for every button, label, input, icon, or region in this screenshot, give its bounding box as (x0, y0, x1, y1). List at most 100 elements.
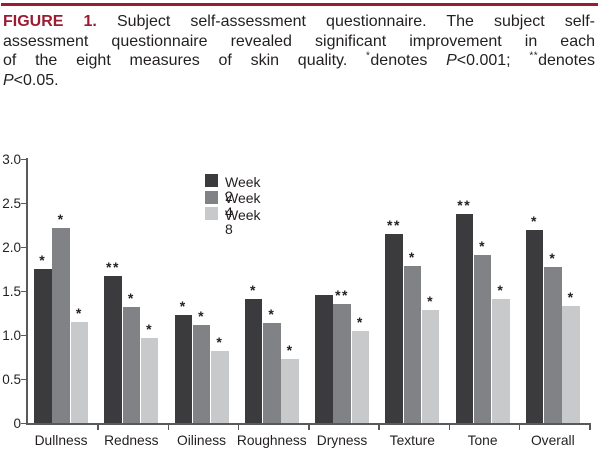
legend-label-week-2: Week 2 (225, 173, 261, 204)
significance-marker-week-8-redness: * (146, 320, 154, 337)
bar-week-4-overall (544, 267, 562, 423)
bar-week-2-dryness (315, 295, 333, 423)
y-tick (21, 246, 27, 249)
significance-marker-week-8-texture: * (427, 293, 435, 310)
x-category-label-roughness: Roughness (236, 433, 307, 448)
bar-week-2-texture (385, 233, 403, 423)
x-category-label-texture: Texture (389, 433, 435, 448)
y-tick (21, 290, 27, 293)
x-tick (378, 425, 380, 430)
caption-line-2: assessment questionnaire revealed signif… (3, 32, 595, 52)
x-tick (589, 425, 591, 430)
significance-marker-week-8-overall: * (567, 288, 575, 305)
y-tick-label: 1.5 (2, 283, 21, 299)
significance-marker-week-8-tone: * (497, 281, 505, 298)
significance-marker-week-4-redness: * (127, 289, 135, 306)
caption-text: P (3, 71, 14, 89)
significance-marker-week-4-oiliness: * (198, 308, 206, 325)
top-rule (1, 3, 598, 6)
y-tick-label: 1.0 (2, 327, 21, 343)
bar-week-4-tone (473, 254, 492, 423)
caption-text: assessment questionnaire revealed signif… (3, 32, 595, 50)
bar-week-4-dullness (52, 227, 70, 423)
caption-text: of the eight measures of skin quality. (3, 52, 367, 69)
bar-week-2-oiliness (174, 314, 192, 423)
significance-marker-week-4-texture: * (408, 249, 416, 266)
caption-text: Subject self-assessment questionnaire. T… (96, 13, 596, 30)
bar-week-4-texture (403, 266, 422, 423)
bar-week-8-roughness (281, 358, 299, 423)
bar-week-4-dryness (333, 304, 351, 423)
bar-week-8-texture (421, 310, 440, 423)
y-tick-label: 0 (13, 415, 21, 431)
significance-marker-week-8-dryness: * (356, 313, 364, 330)
significance-marker-week-4-overall: * (549, 250, 557, 267)
significance-marker-week-2-roughness: * (250, 281, 257, 298)
x-tick (448, 425, 451, 430)
bar-week-8-redness (140, 337, 159, 423)
x-tick (308, 425, 310, 430)
bar-week-8-oiliness (211, 350, 229, 423)
y-axis-line (26, 158, 28, 425)
significance-marker-week-8-dullness: * (75, 304, 83, 321)
significance-marker-week-4-roughness: * (268, 305, 276, 322)
x-tick (97, 425, 99, 430)
bar-week-2-tone (455, 213, 473, 423)
x-category-label-dryness: Dryness (316, 433, 368, 448)
bar-week-2-redness (104, 276, 122, 423)
bar-week-8-overall (562, 305, 580, 423)
bar-week-8-dullness (70, 321, 89, 423)
x-category-label-tone: Tone (467, 433, 498, 448)
caption-text: denotes (538, 52, 595, 69)
y-tick-label: 2.0 (2, 239, 21, 255)
caption-text: denotes (370, 52, 447, 69)
legend-label-week-4: Week 4 (225, 190, 261, 220)
y-tick-label: 0.5 (2, 371, 21, 387)
legend-swatch-week-4 (205, 190, 218, 204)
significance-marker-week-4-dryness: ** (335, 287, 349, 304)
y-tick-label: 2.5 (2, 195, 21, 211)
x-category-label-dullness: Dullness (34, 433, 88, 448)
bar-week-4-oiliness (192, 325, 211, 423)
x-category-label-overall: Overall (530, 433, 575, 448)
significance-marker-week-4-dullness: * (57, 210, 65, 227)
y-tick (21, 202, 27, 205)
significance-marker-week-8-oiliness: * (216, 333, 224, 350)
x-tick (518, 425, 521, 430)
significance-marker-week-2-dullness: * (39, 252, 47, 268)
significance-marker-week-2-overall: * (531, 213, 538, 230)
significance-marker-week-2-texture: ** (387, 216, 401, 233)
caption-line-3: of the eight measures of skin quality. *… (3, 51, 595, 71)
y-tick-label: 3.0 (2, 151, 21, 167)
bar-week-8-tone (492, 298, 510, 423)
significance-marker-week-2-tone: ** (457, 196, 472, 213)
x-axis-line (26, 423, 591, 425)
caption-line-1: FIGURE 1. Subject self-assessment questi… (3, 12, 595, 32)
y-tick (21, 334, 27, 337)
significance-marker-week-4-tone: * (479, 237, 487, 254)
legend-swatch-week-8 (205, 207, 218, 220)
bar-week-8-dryness (351, 330, 370, 423)
x-category-label-redness: Redness (104, 433, 159, 448)
bar-week-2-roughness (244, 298, 263, 423)
significance-marker-week-2-oiliness: * (179, 297, 187, 314)
x-tick (237, 425, 240, 430)
caption-text: <0.05. (13, 71, 59, 89)
significance-marker-week-8-roughness: * (286, 341, 294, 358)
caption-text: P (446, 52, 457, 69)
x-tick (167, 425, 170, 430)
caption-text: ** (529, 50, 539, 62)
y-tick (21, 378, 27, 381)
y-tick (21, 422, 27, 425)
x-category-label-oiliness: Oiliness (177, 433, 227, 448)
figure-number-label: FIGURE 1. (3, 13, 97, 30)
caption-text: <0.001; (456, 52, 530, 69)
figure-caption: FIGURE 1. Subject self-assessment questi… (3, 12, 595, 90)
bar-week-4-redness (122, 306, 141, 423)
bar-week-4-roughness (263, 322, 281, 423)
y-tick (21, 158, 27, 161)
bar-week-2-dullness (34, 269, 52, 423)
caption-line-4: P<0.05. (3, 71, 595, 91)
